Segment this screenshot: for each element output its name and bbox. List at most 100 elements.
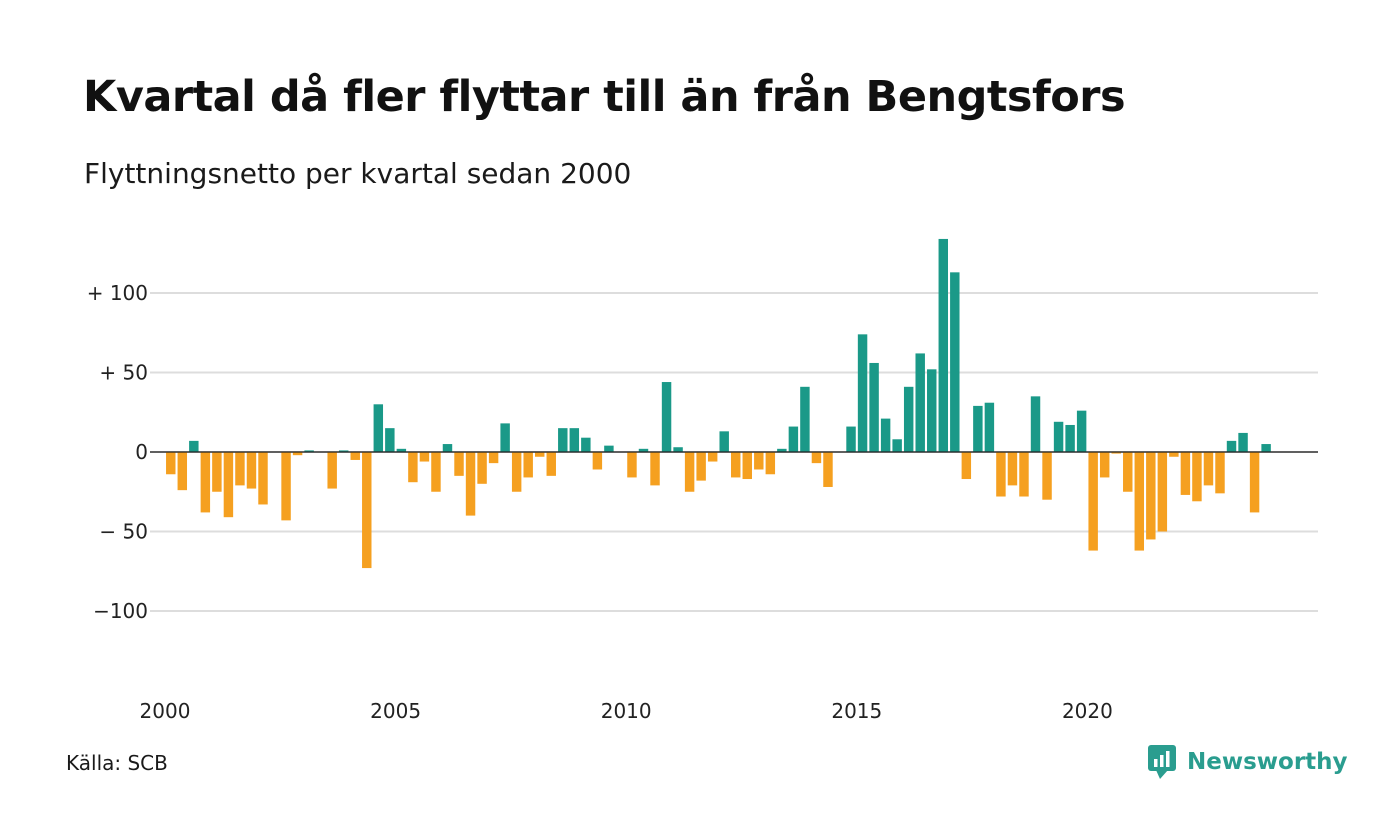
x-axis-tick-labels: 2000 2005 2010 2015 2020 [140,699,1113,720]
source-label: Källa: SCB [66,751,168,775]
bar-2023-q4[interactable] [1261,444,1271,452]
bar-2002-q1[interactable] [258,452,268,505]
bar-2004-q3[interactable] [373,404,384,452]
bar-2018-q4[interactable] [1030,396,1041,452]
bar-2011-q1[interactable] [673,447,683,452]
bar-2006-q2[interactable] [454,452,464,476]
bar-2014-q1[interactable] [811,452,822,464]
bar-2019-q2[interactable] [1053,421,1064,452]
bar-2008-q3[interactable] [558,428,568,452]
bar-2023-q1[interactable] [1226,440,1237,452]
bar-2022-q1[interactable] [1180,452,1191,495]
bar-2017-q2[interactable] [961,452,972,480]
bar-2021-q4[interactable] [1169,452,1179,457]
bar-2000-q1[interactable] [166,452,176,475]
bar-2000-q3[interactable] [189,440,199,452]
bar-2010-q3[interactable] [650,452,660,486]
bar-2016-q4[interactable] [938,238,948,452]
bar-2013-q3[interactable] [788,426,799,452]
bar-2010-q4[interactable] [661,382,672,452]
bar-2019-q1[interactable] [1042,452,1052,500]
bar-2006-q1[interactable] [442,444,453,452]
bar-2009-q3[interactable] [604,445,614,452]
bar-2008-q1[interactable] [535,452,545,457]
bar-2010-q1[interactable] [627,452,637,478]
bar-2017-q3[interactable] [973,405,983,452]
bar-2017-q1[interactable] [950,272,960,452]
bar-2010-q2[interactable] [638,448,649,452]
bar-2020-q2[interactable] [1099,452,1110,478]
bar-2011-q3[interactable] [696,452,706,481]
bar-2002-q4[interactable] [292,452,303,456]
bar-2021-q2[interactable] [1146,452,1156,540]
bar-2016-q3[interactable] [927,369,937,452]
bar-2011-q2[interactable] [684,452,695,492]
bar-2004-q2[interactable] [362,452,372,569]
bar-2012-q4[interactable] [754,452,764,470]
bar-2015-q3[interactable] [880,418,891,452]
bar-2021-q1[interactable] [1134,452,1145,551]
bar-2022-q2[interactable] [1192,452,1202,502]
bar-2009-q1[interactable] [581,437,591,452]
bar-2015-q2[interactable] [869,362,879,452]
bar-2006-q3[interactable] [465,452,476,516]
y-tick-label: + 50 [99,361,148,385]
bar-2000-q4[interactable] [200,452,211,513]
bar-2019-q4[interactable] [1076,410,1087,452]
bar-2007-q2[interactable] [500,423,510,452]
bar-2008-q4[interactable] [569,428,580,452]
bar-2001-q1[interactable] [212,452,222,492]
bar-2001-q4[interactable] [246,452,257,489]
bar-2018-q2[interactable] [1007,452,1018,486]
bar-2005-q4[interactable] [431,452,441,492]
bar-2018-q1[interactable] [996,452,1006,497]
bar-2011-q4[interactable] [707,452,718,462]
bar-2012-q1[interactable] [719,431,729,452]
bar-2005-q3[interactable] [419,452,430,462]
bar-2012-q2[interactable] [731,452,741,478]
bar-2003-q3[interactable] [327,452,337,489]
bar-2023-q3[interactable] [1249,452,1260,513]
bar-2001-q3[interactable] [235,452,245,486]
y-tick-label: − 50 [99,520,148,544]
bar-2020-q4[interactable] [1123,452,1133,492]
bar-2000-q2[interactable] [177,452,188,491]
bar-2013-q2[interactable] [777,448,787,452]
bar-2005-q2[interactable] [408,452,418,483]
bar-2022-q3[interactable] [1203,452,1214,486]
bar-2020-q1[interactable] [1088,452,1098,551]
bar-2014-q4[interactable] [846,426,856,452]
bar-2015-q1[interactable] [857,334,868,452]
bar-2009-q2[interactable] [592,452,603,470]
bar-2018-q3[interactable] [1019,452,1029,497]
bar-2001-q2[interactable] [223,452,234,518]
bar-2003-q1[interactable] [304,450,314,452]
bar-2004-q1[interactable] [350,452,360,460]
bar-2019-q3[interactable] [1065,424,1075,452]
bar-2013-q1[interactable] [765,452,776,475]
bar-2016-q1[interactable] [903,386,914,452]
bar-2007-q3[interactable] [511,452,522,492]
chart-title: Kvartal då fler flyttar till än från Ben… [83,72,1126,122]
bar-2007-q4[interactable] [523,452,533,478]
bar-2007-q1[interactable] [488,452,499,464]
bar-2004-q4[interactable] [385,428,395,452]
bar-2016-q2[interactable] [915,353,925,452]
bar-2020-q3[interactable] [1111,452,1121,454]
bar-2005-q1[interactable] [396,448,407,452]
bar-2006-q4[interactable] [477,452,487,484]
bar-2023-q2[interactable] [1238,432,1248,452]
x-tick-label: 2000 [140,699,191,720]
bar-2022-q4[interactable] [1215,452,1225,494]
bar-2003-q4[interactable] [338,450,349,452]
brand-logo[interactable]: Newsworthy [1147,744,1348,780]
bar-2021-q3[interactable] [1157,452,1168,532]
bar-2013-q4[interactable] [800,386,810,452]
bar-2008-q2[interactable] [546,452,556,476]
bar-2014-q2[interactable] [823,452,833,487]
bar-2017-q4[interactable] [984,402,995,452]
bar-2015-q4[interactable] [892,439,902,452]
bar-2002-q3[interactable] [281,452,291,521]
y-axis-tick-labels: + 100 + 50 0 − 50 −100 [87,281,148,623]
bar-2012-q3[interactable] [742,452,752,480]
